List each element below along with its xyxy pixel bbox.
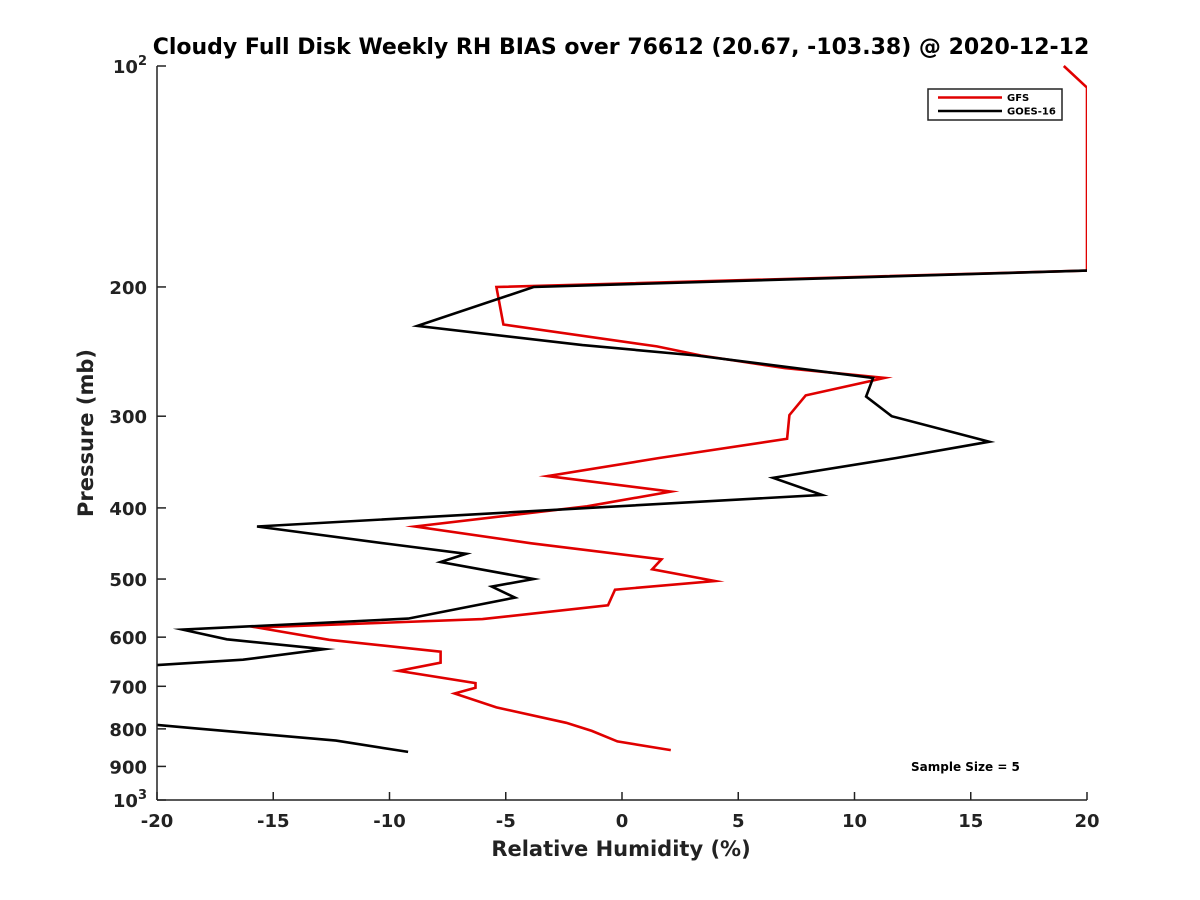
y-tick-label: 400 <box>109 499 147 520</box>
x-tick-label: 20 <box>1074 811 1099 832</box>
sample-size-note: Sample Size = 5 <box>911 760 1020 774</box>
series-line-2 <box>157 723 409 754</box>
y-tick-label: 800 <box>109 720 147 741</box>
y-tick-label: 200 <box>109 278 147 299</box>
x-tick-label: 5 <box>732 811 745 832</box>
legend-box <box>927 88 1063 121</box>
chart-title: Cloudy Full Disk Weekly RH BIAS over 766… <box>153 35 1090 60</box>
legend-label-goes16: GOES-16 <box>1007 107 1056 118</box>
y-tick-label: 700 <box>109 677 147 698</box>
y-tick-label: 103 <box>113 788 147 812</box>
y-ticks: 102 200 300 400 500 600 700 800 900 103 <box>109 54 166 812</box>
y-tick-label: 600 <box>109 628 147 649</box>
x-tick-label: -5 <box>496 811 516 832</box>
x-tick-label: -20 <box>141 811 174 832</box>
series-line-1 <box>157 269 1087 667</box>
x-tick-label: -15 <box>257 811 290 832</box>
y-tick-label: 102 <box>113 54 147 78</box>
y-axis-label: Pressure (mb) <box>74 349 98 517</box>
y-tick-label: 900 <box>109 757 147 778</box>
x-axis-label: Relative Humidity (%) <box>491 837 750 861</box>
y-tick-label: 300 <box>109 407 147 428</box>
x-ticks: -20 -15 -10 -5 0 5 10 15 20 <box>141 792 1100 832</box>
x-tick-label: -10 <box>373 811 406 832</box>
plot-lines <box>157 65 1087 754</box>
y-tick-label: 500 <box>109 570 147 591</box>
legend-label-gfs: GFS <box>1007 93 1029 104</box>
x-tick-label: 0 <box>616 811 629 832</box>
x-tick-label: 10 <box>842 811 867 832</box>
legend: GFS GOES-16 <box>927 88 1063 121</box>
x-tick-label: 15 <box>958 811 983 832</box>
series-line-0 <box>244 65 1087 752</box>
